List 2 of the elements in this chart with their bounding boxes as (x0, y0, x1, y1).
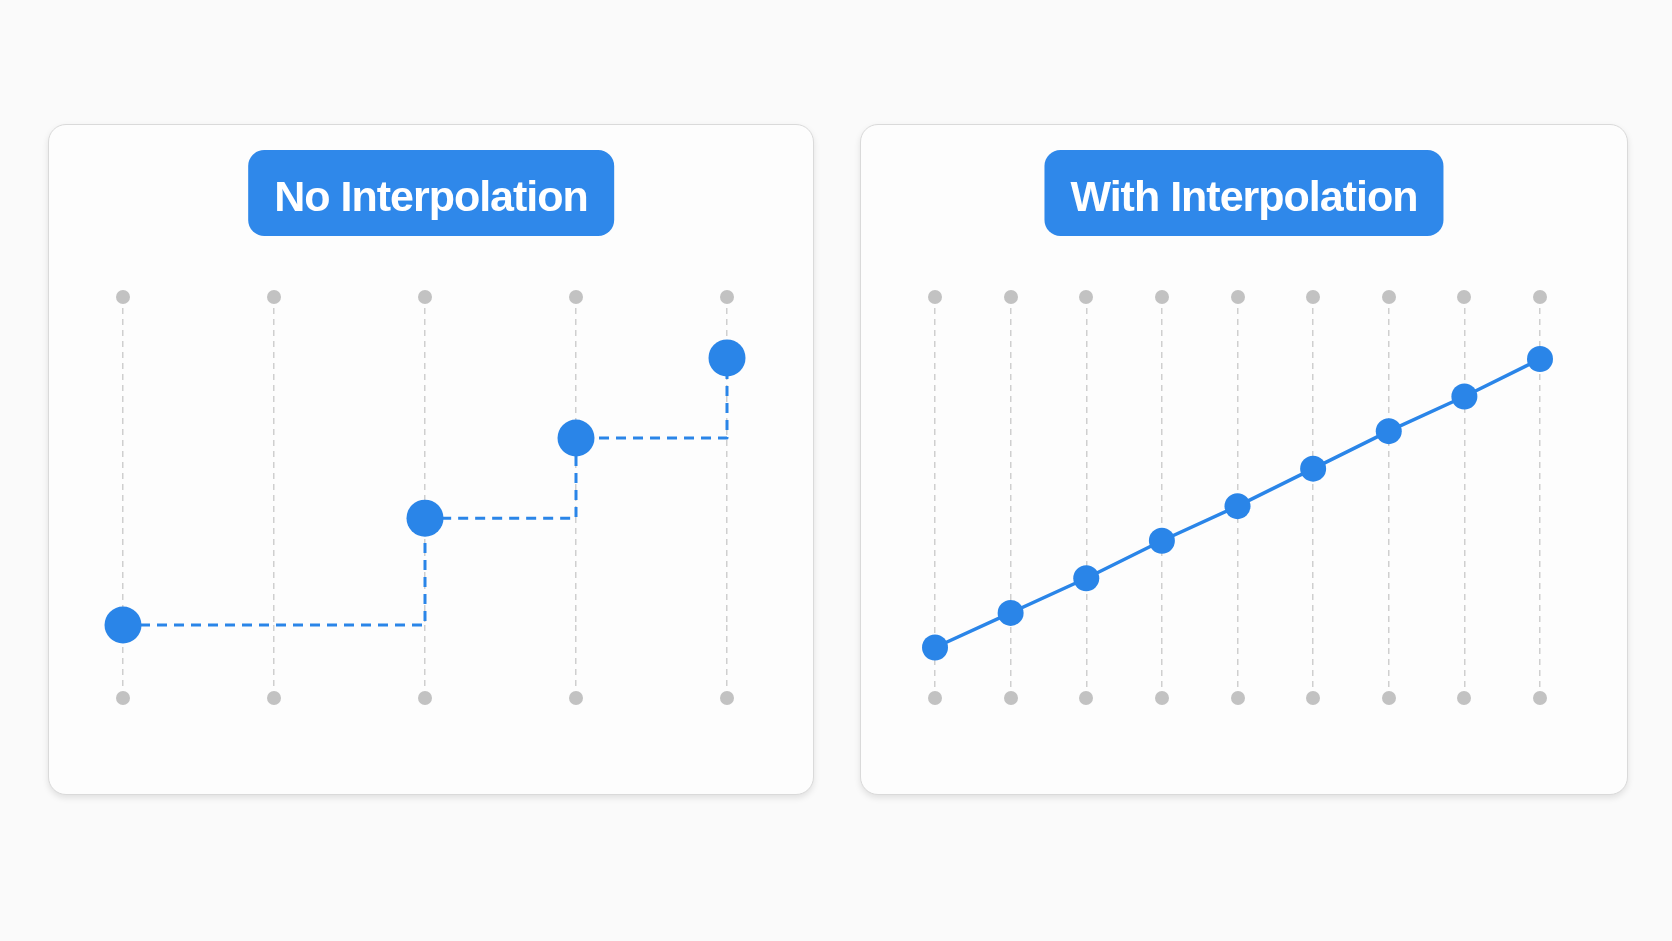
chart-title: No Interpolation (274, 172, 588, 222)
chart-title: With Interpolation (1070, 172, 1418, 222)
